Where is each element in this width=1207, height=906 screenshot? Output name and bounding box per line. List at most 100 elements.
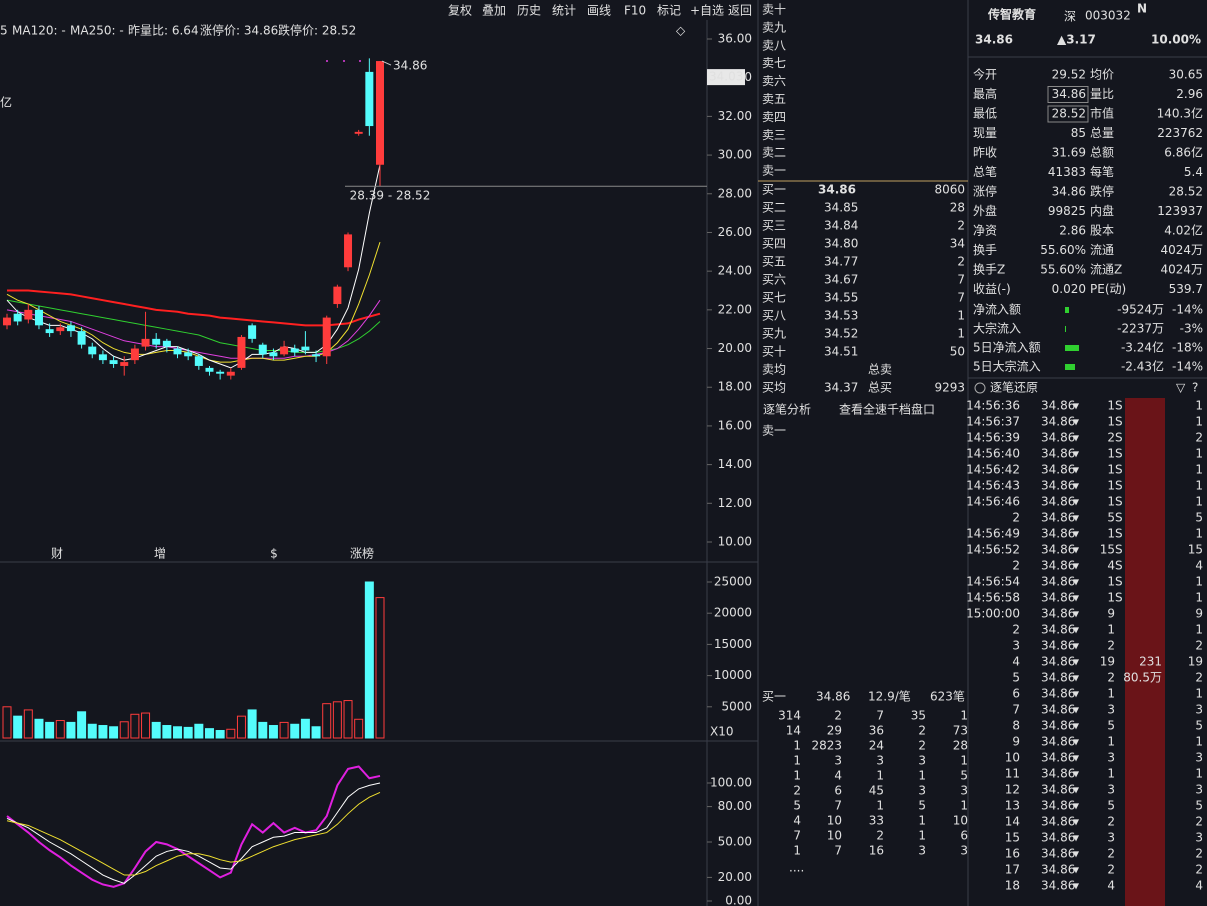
queue-cell: 1 — [960, 799, 968, 813]
candle-body — [184, 352, 193, 357]
tick-side: S — [1115, 543, 1123, 557]
toolbar-button[interactable]: 统计 — [552, 4, 576, 18]
tick-price: 34.86 — [1041, 463, 1075, 477]
tick-price: 34.86 — [1041, 719, 1075, 733]
tick-arrow: ▾ — [1073, 543, 1079, 557]
buy-label: 买九 — [762, 327, 786, 341]
tick-volume: 2 — [1107, 431, 1115, 445]
flow-label: 大宗流入 — [973, 321, 1021, 336]
queue-cell: 35 — [911, 709, 926, 723]
tick-time: 17 — [1005, 863, 1020, 877]
candle-body — [237, 336, 246, 368]
candle-body — [354, 131, 363, 134]
candle-body — [45, 329, 54, 334]
tick-price: 34.86 — [1041, 879, 1075, 893]
collapse-icon[interactable] — [974, 382, 986, 394]
tick-arrow: ▾ — [1073, 431, 1079, 445]
tick-arrow: ▾ — [1073, 719, 1079, 733]
stat-label: 昨收 — [973, 146, 997, 160]
queue-cell: 3 — [834, 754, 842, 768]
tick-volume: 1 — [1107, 399, 1115, 413]
indicator-label: MA120: - — [12, 24, 66, 38]
tick-arrow: ▾ — [1073, 463, 1079, 477]
tick-price: 34.86 — [1041, 703, 1075, 717]
help-icon[interactable]: ? — [1192, 381, 1198, 395]
high-label: 34.86 — [393, 59, 427, 73]
flow-bar — [1065, 326, 1066, 332]
flow-value: -3.24亿 — [1121, 340, 1164, 355]
total-buy: 总买 — [868, 381, 892, 395]
tick-volume: 5 — [1107, 511, 1115, 525]
buy-volume: 7 — [957, 291, 965, 305]
queue-cell: 3 — [960, 844, 968, 858]
event-marker[interactable]: 财 — [51, 547, 63, 561]
event-marker[interactable]: 涨榜 — [350, 546, 374, 561]
y-tick-label: 22.00 — [718, 302, 752, 316]
total-buy-value: 9293 — [934, 381, 965, 395]
tick-count: 1 — [1195, 495, 1203, 509]
link[interactable]: 逐笔分析 — [763, 402, 811, 417]
toolbar-button[interactable]: 历史 — [517, 4, 541, 18]
dot — [343, 60, 345, 62]
toolbar-button[interactable]: 返回 — [728, 4, 752, 18]
filter-icon[interactable]: ▽ — [1176, 381, 1186, 395]
queue-cell: 4 — [834, 769, 842, 783]
tick-arrow: ▾ — [1073, 607, 1079, 621]
tick-volume: 4 — [1107, 559, 1115, 573]
value-box — [1047, 86, 1089, 103]
queue-cell: 33 — [869, 814, 884, 828]
toolbar-button[interactable]: 叠加 — [482, 4, 506, 18]
tick-arrow: ▾ — [1073, 639, 1079, 653]
tick-time: 16 — [1005, 847, 1020, 861]
icon[interactable]: ◇ — [676, 24, 686, 38]
queue-cell: 6 — [834, 784, 842, 798]
stat-label: 今开 — [973, 67, 997, 82]
volume-bar — [77, 711, 87, 739]
flow-label: 5日大宗流入 — [973, 359, 1041, 374]
queue-cell: 2 — [918, 739, 926, 753]
stat-value: 539.7 — [1169, 282, 1203, 296]
link[interactable]: 查看全速千档盘口 — [839, 402, 935, 417]
toolbar-button[interactable]: 复权 — [448, 4, 472, 18]
tick-volume: 19 — [1100, 655, 1115, 669]
toolbar-button[interactable]: +自选 — [690, 4, 724, 18]
stat-value: 5.4 — [1184, 165, 1203, 179]
tick-side: S — [1115, 559, 1123, 573]
volume-bar — [2, 706, 12, 739]
sell-label: 卖四 — [762, 110, 786, 124]
event-marker[interactable]: $ — [270, 547, 278, 561]
tick-time: 14:56:52 — [966, 543, 1020, 557]
candle-body — [216, 371, 225, 374]
toolbar-button[interactable]: F10 — [624, 4, 646, 18]
y-tick-label: 20.00 — [718, 870, 752, 884]
bar-note: 80.5万 — [1123, 671, 1162, 685]
total-sell: 总卖 — [868, 363, 892, 377]
bar-note: 231 — [1139, 655, 1162, 669]
buy-volume: 2 — [957, 219, 965, 233]
stat-value: 28.52 — [1052, 107, 1086, 121]
candle-body — [34, 309, 43, 326]
candle-body — [301, 346, 310, 351]
sell-label: 卖八 — [762, 38, 786, 52]
volume-bar — [204, 728, 214, 739]
queue-cell: 1 — [793, 844, 801, 858]
tick-arrow: ▾ — [1073, 591, 1079, 605]
dot — [326, 60, 328, 62]
tick-volume: 1 — [1107, 575, 1115, 589]
toolbar-button[interactable]: 画线 — [587, 4, 611, 18]
toolbar-button[interactable]: 标记 — [657, 4, 681, 18]
sell-label: 卖二 — [762, 146, 786, 160]
candle-body — [24, 309, 33, 320]
buy-price: 34.80 — [824, 237, 858, 251]
queue-more: .... — [789, 861, 804, 875]
queue-cell: 314 — [778, 709, 801, 723]
stat-label: 流通 — [1090, 243, 1114, 257]
tick-count: 9 — [1195, 607, 1203, 621]
event-marker[interactable]: 增 — [154, 547, 166, 561]
candle-body — [205, 367, 214, 372]
volume-bar — [258, 721, 268, 739]
y-tick-label: 80.00 — [718, 799, 752, 813]
buy-volume: 34 — [950, 237, 965, 251]
tick-side: S — [1115, 479, 1123, 493]
volume-bar — [13, 715, 23, 739]
